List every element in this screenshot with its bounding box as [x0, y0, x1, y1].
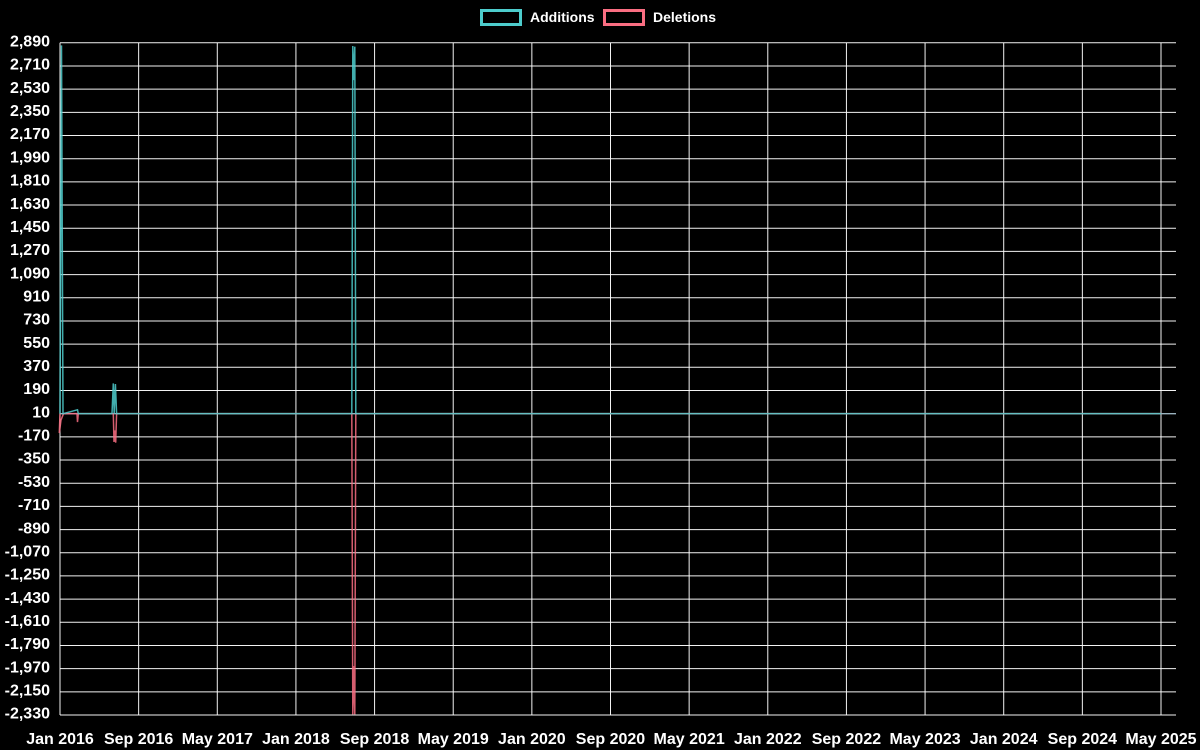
svg-text:2,170: 2,170: [10, 126, 50, 143]
svg-text:May 2019: May 2019: [418, 731, 489, 748]
svg-text:Sep 2018: Sep 2018: [340, 731, 409, 748]
svg-text:-170: -170: [18, 428, 50, 445]
svg-text:Sep 2016: Sep 2016: [104, 731, 173, 748]
svg-text:-710: -710: [18, 497, 50, 514]
svg-text:-350: -350: [18, 451, 50, 468]
svg-text:May 2025: May 2025: [1125, 731, 1196, 748]
svg-text:-890: -890: [18, 520, 50, 537]
svg-text:Sep 2022: Sep 2022: [812, 731, 881, 748]
svg-text:-530: -530: [18, 474, 50, 491]
svg-text:1,810: 1,810: [10, 173, 50, 190]
svg-text:2,710: 2,710: [10, 57, 50, 74]
svg-text:-1,070: -1,070: [5, 543, 50, 560]
svg-text:-1,610: -1,610: [5, 613, 50, 630]
svg-text:910: 910: [23, 288, 50, 305]
svg-text:2,350: 2,350: [10, 103, 50, 120]
svg-text:1,990: 1,990: [10, 149, 50, 166]
svg-text:Jan 2018: Jan 2018: [262, 731, 330, 748]
svg-text:1,270: 1,270: [10, 242, 50, 259]
svg-text:Sep 2024: Sep 2024: [1048, 731, 1117, 748]
svg-text:May 2021: May 2021: [654, 731, 725, 748]
svg-text:Jan 2016: Jan 2016: [26, 731, 94, 748]
svg-text:1,630: 1,630: [10, 196, 50, 213]
svg-text:2,890: 2,890: [10, 34, 50, 51]
svg-text:-1,250: -1,250: [5, 567, 50, 584]
svg-text:-1,790: -1,790: [5, 636, 50, 653]
svg-text:May 2023: May 2023: [889, 731, 960, 748]
svg-text:Jan 2022: Jan 2022: [734, 731, 802, 748]
svg-text:-1,970: -1,970: [5, 659, 50, 676]
svg-text:Jan 2024: Jan 2024: [970, 731, 1038, 748]
svg-text:1,450: 1,450: [10, 219, 50, 236]
svg-text:1,090: 1,090: [10, 265, 50, 282]
svg-text:190: 190: [23, 381, 50, 398]
svg-text:-1,430: -1,430: [5, 590, 50, 607]
svg-text:550: 550: [23, 335, 50, 352]
svg-text:Jan 2020: Jan 2020: [498, 731, 566, 748]
svg-text:May 2017: May 2017: [182, 731, 253, 748]
svg-text:-2,330: -2,330: [5, 706, 50, 723]
svg-text:-2,150: -2,150: [5, 683, 50, 700]
svg-text:Sep 2020: Sep 2020: [576, 731, 645, 748]
svg-text:370: 370: [23, 358, 50, 375]
svg-text:2,530: 2,530: [10, 80, 50, 97]
svg-text:730: 730: [23, 312, 50, 329]
svg-text:10: 10: [32, 404, 50, 421]
